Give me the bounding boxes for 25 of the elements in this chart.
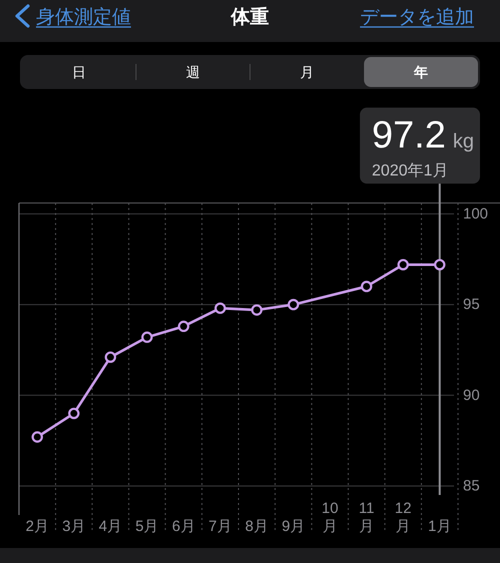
y-tick-label: 95 [463,296,480,314]
x-tick-label: 9月 [282,518,306,535]
tooltip-value: 97.2 kg [372,114,474,157]
segment: 年 [414,64,428,80]
y-tick-label: 100 [463,205,488,222]
title: 体重 [231,7,269,28]
x-tick-label: 10月 [322,500,338,535]
segment: 月 [300,64,314,80]
x-tick-label: 12月 [394,500,412,535]
x-tick-label: 5月 [135,518,159,535]
y-tick-label: 85 [463,477,480,494]
x-tick-label: 3月 [62,518,86,535]
x-tick-label: 4月 [98,518,122,535]
nav-back-link: 身体測定値 [15,4,131,28]
segment: 日 [72,64,86,80]
segment: 週 [186,64,200,80]
nav-add-data-link: データを追加 [360,7,474,28]
tooltip-date: 2020年1月 [372,162,448,180]
x-tick-label: 8月 [245,518,268,535]
x-tick-label: 1月 [428,518,452,535]
x-tick-label: 6月 [172,518,196,535]
x-tick-label: 11月 [358,500,374,535]
y-tick-label: 90 [463,386,480,404]
x-tick-label: 2月 [26,518,49,535]
x-tick-label: 7月 [208,518,232,535]
